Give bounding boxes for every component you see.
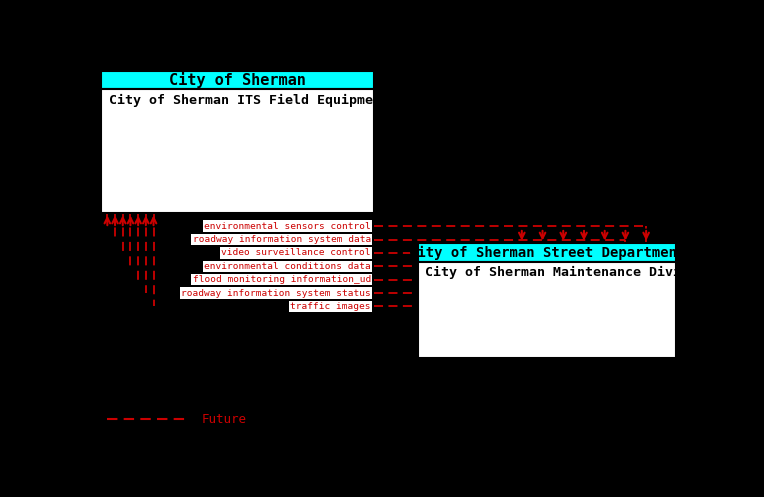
Text: traffic images: traffic images [290,302,371,311]
Bar [102,71,374,89]
Text: flood monitoring information_ud: flood monitoring information_ud [193,275,371,284]
Text: City of Sherman Maintenance Division: City of Sherman Maintenance Division [426,266,714,279]
Bar [418,262,676,358]
Text: video surveillance control: video surveillance control [222,248,371,257]
Text: roadway information system data: roadway information system data [193,235,371,244]
Text: roadway information system status: roadway information system status [181,289,371,298]
Text: City of Sherman Street Department: City of Sherman Street Department [409,246,685,259]
Bar [102,89,374,213]
Text: environmental sensors control: environmental sensors control [204,222,371,231]
Bar [418,244,676,262]
Text: environmental conditions data: environmental conditions data [204,262,371,271]
Text: Future: Future [202,413,247,426]
Text: City of Sherman ITS Field Equipment: City of Sherman ITS Field Equipment [108,94,389,107]
Text: City of Sherman: City of Sherman [169,72,306,88]
